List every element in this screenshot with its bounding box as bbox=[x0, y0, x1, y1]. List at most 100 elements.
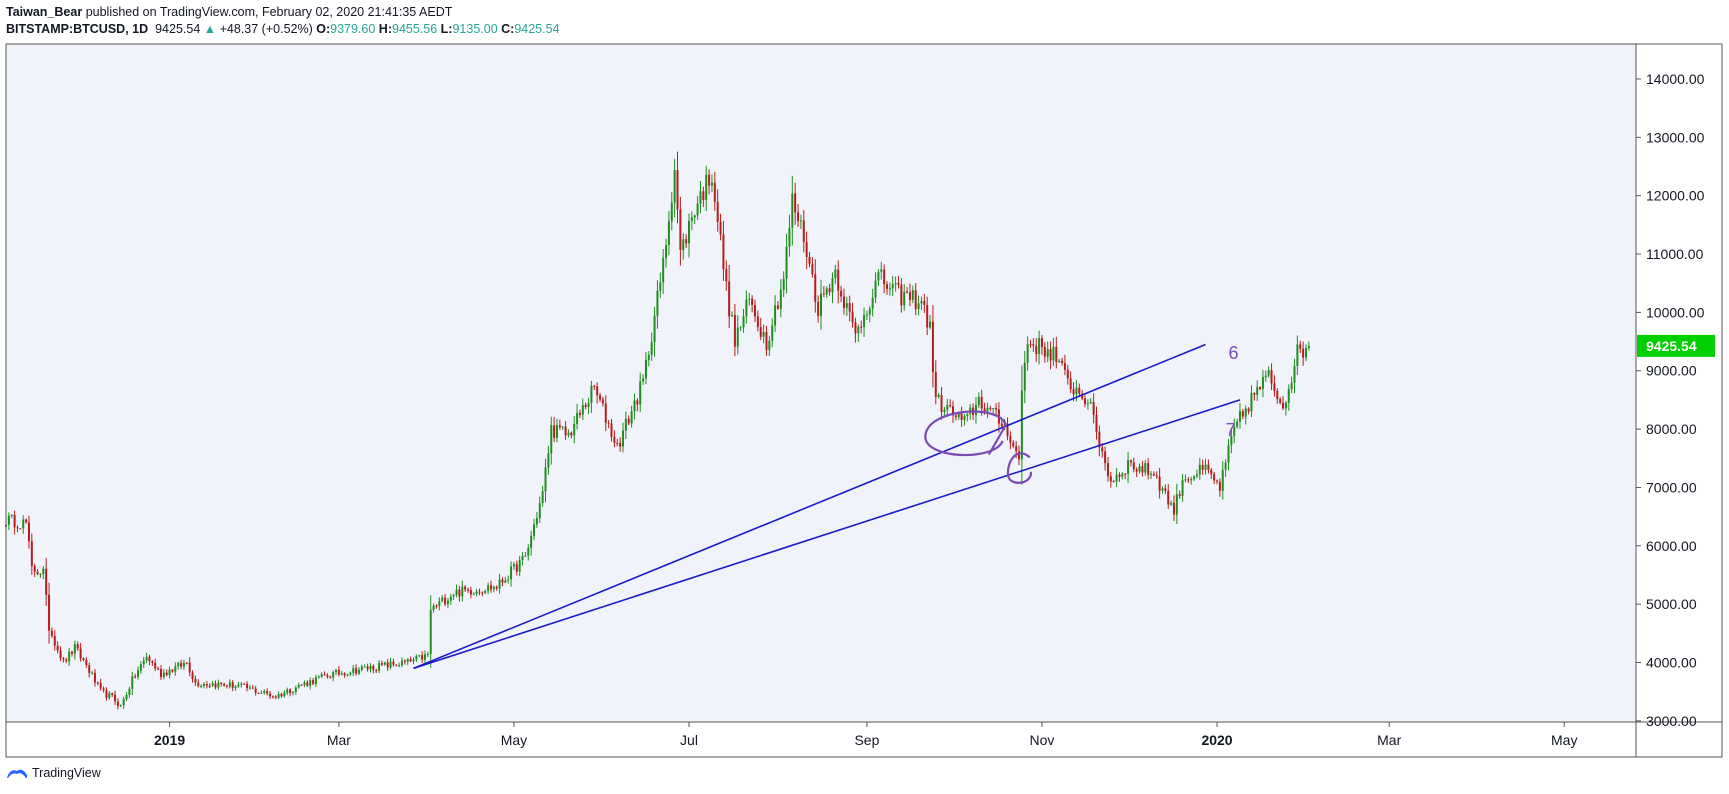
candle-body bbox=[180, 662, 183, 667]
candle-body bbox=[616, 442, 619, 444]
candle-body bbox=[1241, 411, 1244, 417]
candle-body bbox=[613, 436, 616, 443]
y-tick-label: 13000.00 bbox=[1646, 129, 1705, 145]
candle-body bbox=[1204, 464, 1207, 470]
candle-body bbox=[142, 660, 145, 665]
candle-body bbox=[776, 305, 779, 309]
candle-body bbox=[1112, 481, 1115, 483]
candle-body bbox=[1072, 389, 1075, 395]
plot-area[interactable] bbox=[6, 44, 1636, 722]
candle-body bbox=[702, 191, 705, 200]
candle-body bbox=[214, 683, 217, 688]
candle-body bbox=[828, 288, 831, 293]
candle-body bbox=[1207, 464, 1210, 470]
candle-body bbox=[699, 191, 702, 204]
candle-body bbox=[673, 170, 676, 203]
candle-body bbox=[745, 299, 748, 317]
footer: TradingView bbox=[6, 766, 101, 780]
candle-body bbox=[1172, 502, 1175, 515]
candle-body bbox=[1104, 451, 1107, 464]
candle-body bbox=[39, 573, 42, 575]
candle-body bbox=[489, 585, 492, 590]
candle-body bbox=[1109, 476, 1112, 482]
candle-body bbox=[248, 687, 251, 689]
y-tick-label: 14000.00 bbox=[1646, 71, 1705, 87]
candle-body bbox=[464, 586, 467, 590]
candle-body bbox=[1115, 474, 1118, 482]
candle-body bbox=[211, 683, 214, 686]
candle-body bbox=[85, 659, 88, 666]
candle-body bbox=[920, 301, 923, 304]
y-tick-label: 4000.00 bbox=[1646, 654, 1697, 670]
candle-body bbox=[791, 193, 794, 228]
candle-body bbox=[323, 674, 326, 676]
candle-body bbox=[1141, 466, 1144, 473]
candle-body bbox=[995, 408, 998, 410]
chart-frame bbox=[5, 43, 1723, 758]
candle-body bbox=[435, 605, 438, 607]
candle-body bbox=[521, 555, 524, 561]
candle-body bbox=[329, 676, 332, 678]
candle-body bbox=[820, 293, 822, 316]
candle-body bbox=[1282, 402, 1285, 409]
candle-body bbox=[1069, 378, 1072, 390]
candle-body bbox=[802, 220, 805, 242]
candle-body bbox=[269, 693, 272, 697]
candle-body bbox=[510, 566, 513, 580]
trendline-1[interactable] bbox=[413, 343, 1206, 670]
candle-body bbox=[16, 527, 19, 529]
author-name[interactable]: Taiwan_Bear bbox=[6, 5, 83, 19]
candle-body bbox=[547, 453, 550, 468]
candle-body bbox=[1227, 445, 1230, 463]
candle-body bbox=[1063, 363, 1066, 370]
candle-body bbox=[1236, 421, 1239, 427]
candle-body bbox=[782, 278, 785, 290]
candle-body bbox=[986, 407, 989, 412]
candle-body bbox=[1023, 362, 1026, 391]
candle-body bbox=[593, 385, 596, 387]
footer-brand[interactable]: TradingView bbox=[32, 766, 101, 780]
time-axis[interactable]: 2019 Mar May Jul Sep Nov 2020 Mar May bbox=[154, 722, 1577, 748]
candle-body bbox=[840, 290, 843, 297]
candle-body bbox=[1015, 446, 1018, 452]
ohlc-line: BITSTAMP:BTCUSD, 1D 9425.54 ▲ +48.37 (+0… bbox=[6, 21, 560, 38]
candle-body bbox=[831, 278, 834, 293]
candle-body bbox=[1081, 393, 1084, 399]
candle-body bbox=[111, 693, 114, 695]
candle-body bbox=[977, 396, 980, 406]
candle-body bbox=[1230, 435, 1233, 446]
candle-body bbox=[954, 415, 957, 418]
price-axis[interactable]: 14000.00 13000.00 12000.00 11000.00 10000.00… bbox=[1636, 71, 1705, 729]
candle-body bbox=[114, 694, 117, 702]
candle-body bbox=[125, 694, 128, 700]
annotation-circle[interactable] bbox=[1006, 452, 1033, 484]
candle-body bbox=[636, 400, 639, 405]
candle-body bbox=[886, 284, 889, 289]
candle-body bbox=[260, 692, 263, 694]
candle-body bbox=[346, 674, 349, 676]
annotation-circle[interactable] bbox=[924, 410, 1007, 457]
candle-body bbox=[1250, 393, 1253, 412]
candle-body bbox=[1012, 442, 1015, 447]
candle-body bbox=[1101, 447, 1104, 452]
candle-body bbox=[263, 691, 266, 693]
candle-body bbox=[980, 396, 983, 409]
candle-body bbox=[1261, 377, 1264, 389]
candle-body bbox=[392, 661, 395, 665]
candle-body bbox=[62, 658, 65, 660]
candle-body bbox=[578, 412, 581, 415]
candle-body bbox=[472, 593, 475, 595]
candle-body bbox=[137, 670, 140, 677]
candle-body bbox=[99, 682, 102, 689]
candle-body bbox=[914, 290, 917, 309]
candle-body bbox=[742, 316, 745, 328]
candle-body bbox=[596, 386, 599, 396]
candle-body bbox=[639, 381, 642, 405]
candle-body bbox=[277, 694, 280, 698]
candle-body bbox=[1098, 431, 1101, 448]
trendline-2[interactable] bbox=[413, 399, 1241, 670]
candle-body bbox=[271, 696, 274, 698]
tradingview-logo-icon bbox=[7, 769, 27, 778]
candle-body bbox=[733, 315, 736, 347]
